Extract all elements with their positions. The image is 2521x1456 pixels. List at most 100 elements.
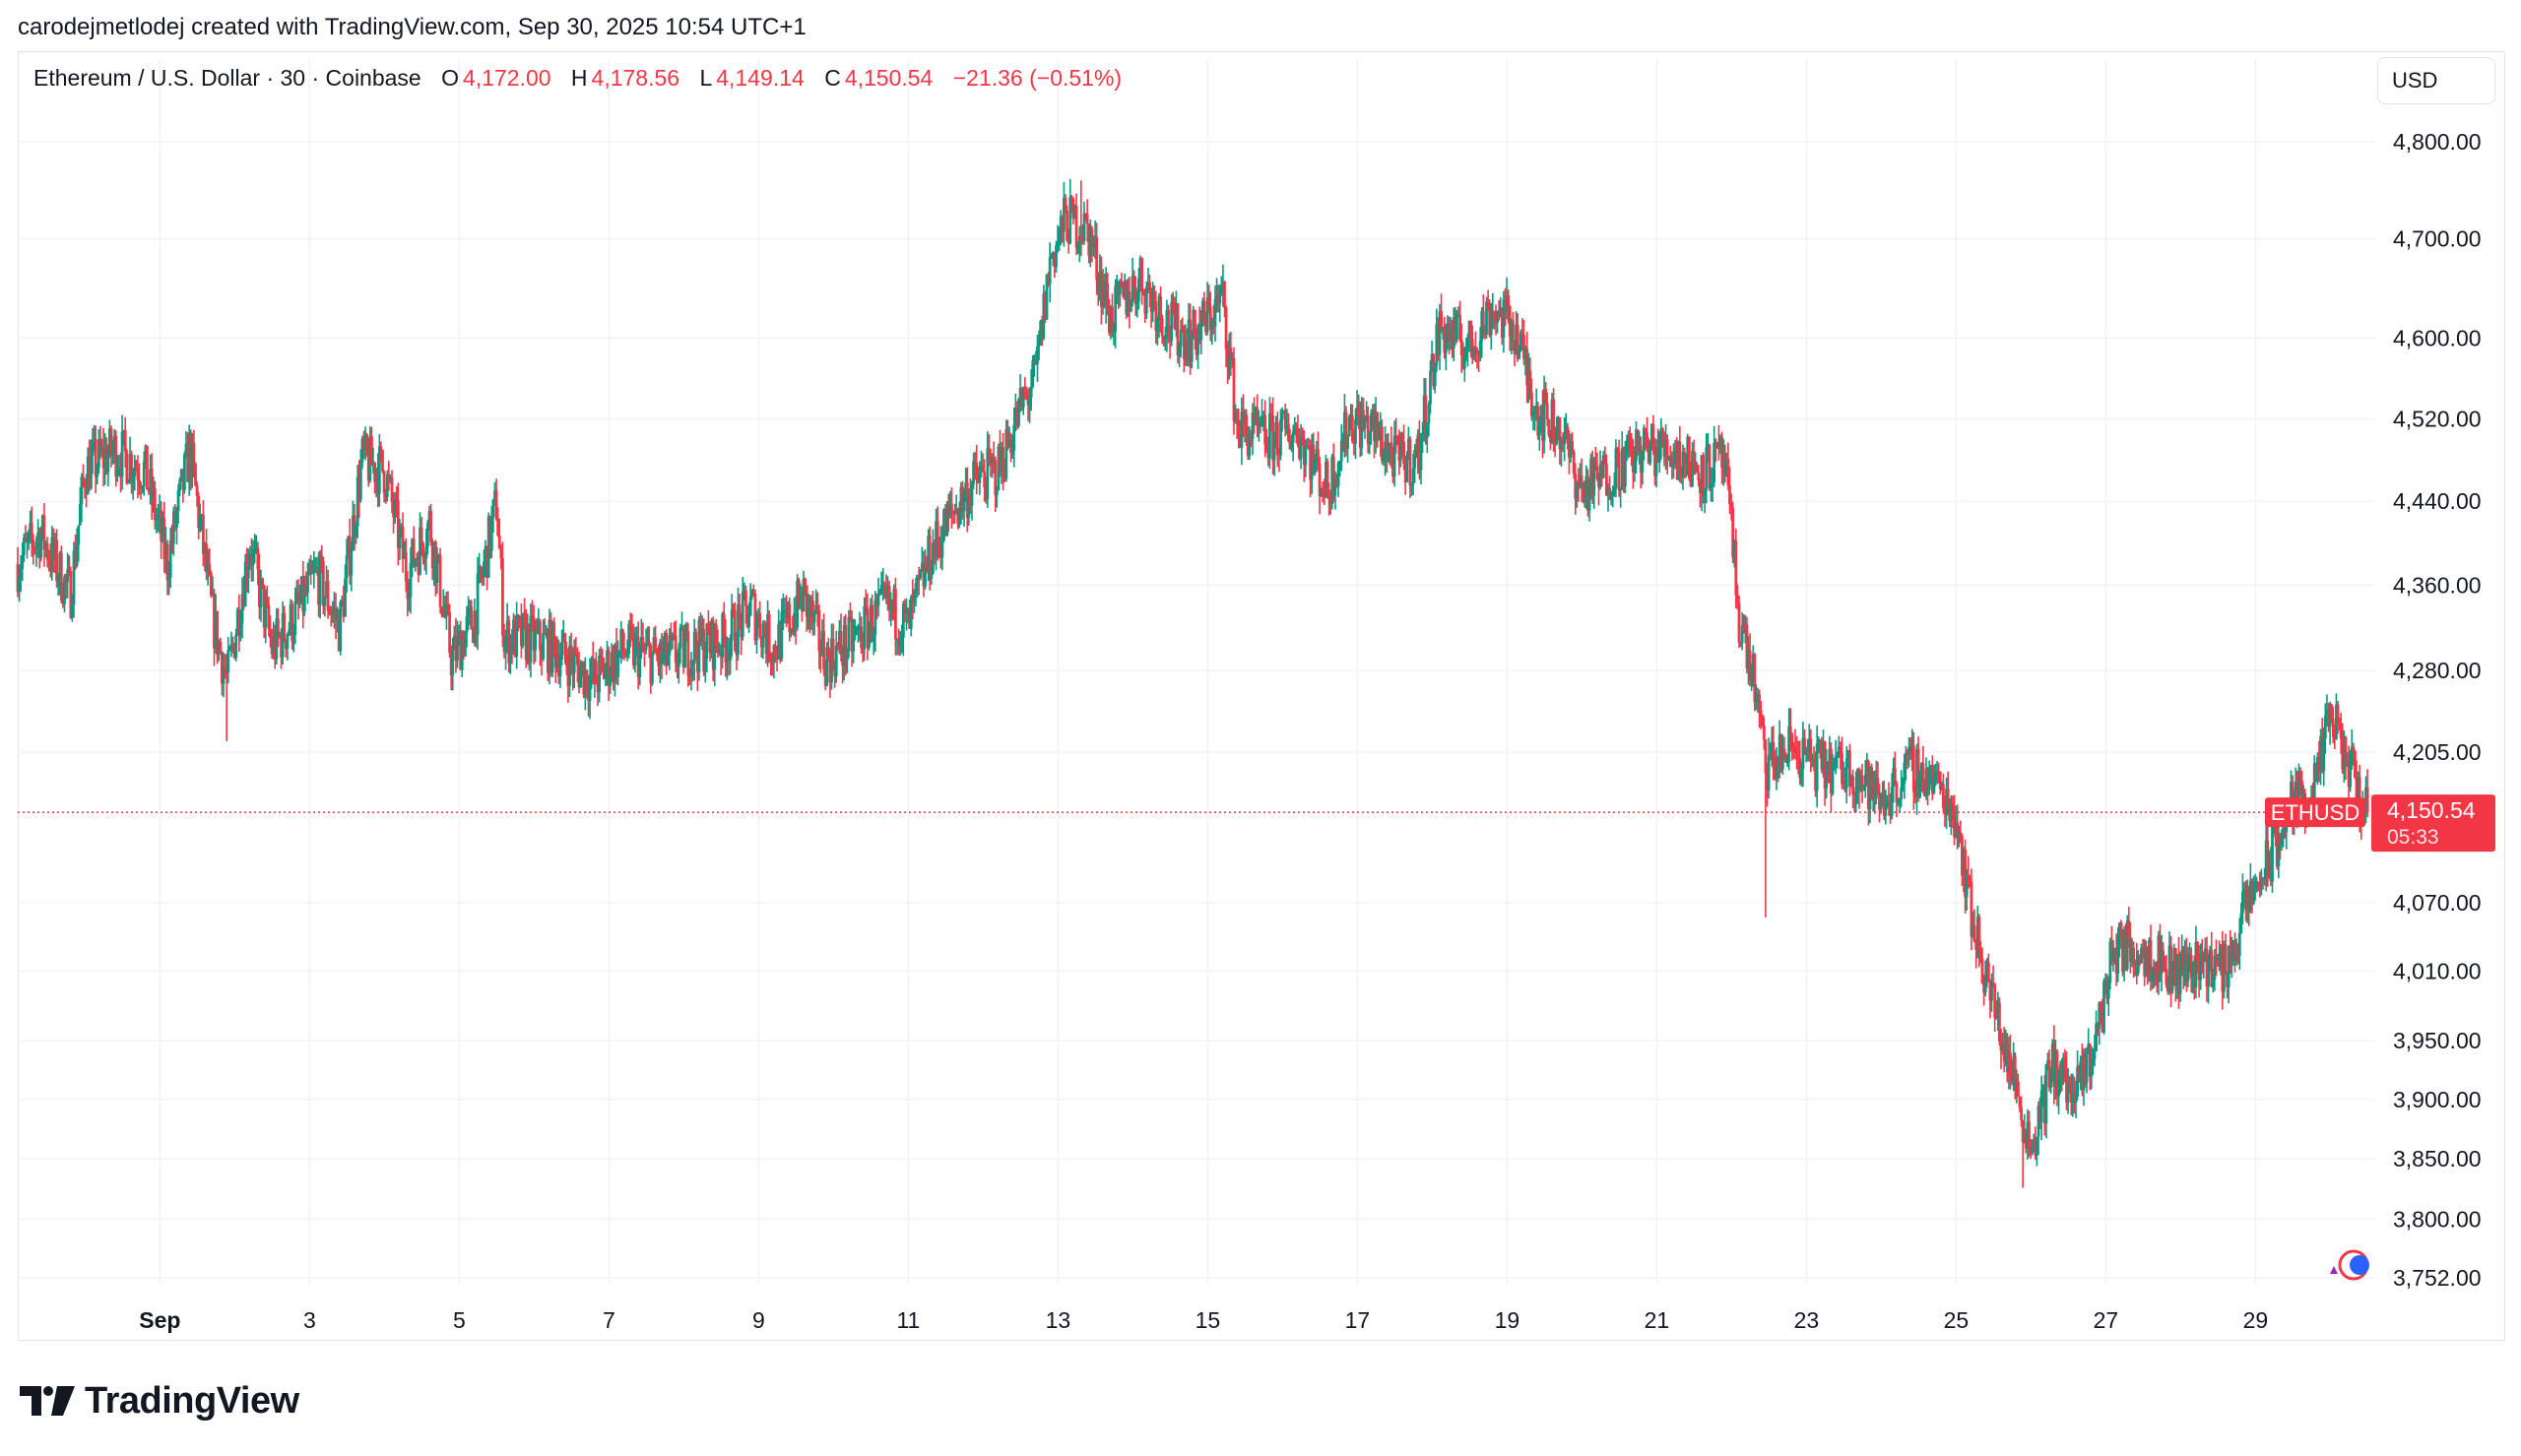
candle-body (1162, 336, 1166, 341)
candle-body (393, 499, 397, 518)
candle-body (1635, 429, 1638, 461)
candle-body (304, 586, 308, 594)
candle-body (2157, 935, 2161, 982)
candle-body (1887, 799, 1891, 802)
chart-pane[interactable] (18, 51, 2505, 1341)
candle-body (2207, 958, 2210, 987)
candle-body (334, 607, 338, 621)
candle-body (2082, 1052, 2086, 1091)
candle-body (2175, 954, 2179, 987)
symbol-name[interactable]: Ethereum / U.S. Dollar · 30 · Coinbase (33, 65, 421, 91)
candle-body (1870, 767, 1873, 800)
candle-body (2039, 1090, 2043, 1123)
candle-body (2121, 937, 2124, 972)
candle-body (1059, 216, 1063, 229)
candle-body (617, 650, 621, 652)
candle-body (1611, 493, 1615, 495)
candle-body (1419, 434, 1423, 471)
candle-body (2317, 757, 2321, 772)
candle-body (604, 668, 608, 679)
candle-body (1927, 769, 1931, 791)
candle-body (261, 578, 264, 586)
candle-body (674, 635, 678, 664)
candle-body (1892, 767, 1896, 788)
candle-body (523, 613, 526, 619)
candle-body (1823, 740, 1827, 789)
candle-body (574, 653, 578, 655)
candle-body (1190, 337, 1194, 362)
candle-body (796, 580, 800, 628)
candle-body (1780, 748, 1784, 770)
candle-body (1839, 746, 1842, 754)
candle-body (1313, 461, 1317, 470)
candle-body (488, 516, 492, 551)
candle-body (1382, 459, 1386, 462)
candle-body (1692, 451, 1696, 472)
candle-body (983, 472, 987, 488)
candle-body (644, 645, 648, 651)
candle-body (1055, 245, 1058, 268)
candle-body (337, 613, 341, 652)
candle-body (658, 642, 662, 666)
candle-body (1706, 445, 1710, 448)
candle-body (2269, 855, 2273, 882)
candle-body (1474, 347, 1477, 350)
candle-body (550, 622, 554, 673)
candle-body (895, 638, 899, 641)
candle-body (1373, 410, 1376, 441)
candle-body (1429, 370, 1432, 405)
candle-body (2245, 886, 2249, 911)
candle-body (1151, 293, 1155, 312)
candle-body (540, 650, 544, 660)
currency-button[interactable]: USD (2377, 57, 2495, 104)
candle-body (572, 653, 576, 673)
candle-body (1569, 441, 1573, 458)
candle-body (964, 482, 968, 494)
candle-body (1385, 441, 1389, 461)
candle-body (1979, 950, 1982, 959)
candle-body (61, 601, 65, 604)
candle-body (1848, 750, 1851, 787)
y-tick-label: 4,520.00 (2393, 407, 2482, 432)
candle-body (852, 634, 856, 652)
candle-body (937, 543, 941, 545)
candle-body (149, 469, 152, 491)
candle-body (350, 550, 354, 576)
candle-body (1598, 464, 1602, 487)
candle-body (1186, 339, 1189, 362)
candle-body (1918, 775, 1922, 798)
candle-body (1868, 767, 1872, 809)
candle-body (1502, 299, 1506, 339)
candle-body (67, 569, 71, 572)
candle-body (2047, 1060, 2051, 1088)
candle-body (766, 613, 769, 655)
candle-body (415, 558, 419, 560)
candle-body (775, 657, 779, 660)
candle-body (162, 518, 166, 560)
candle-body (2221, 947, 2225, 992)
candle-body (1260, 415, 1263, 427)
candle-body (221, 653, 224, 684)
candle-body (1048, 257, 1052, 285)
candle-body (1915, 748, 1918, 797)
candle-body (36, 532, 39, 542)
candle-body (283, 612, 287, 641)
candle-body (863, 605, 867, 650)
candle-body (1202, 301, 1206, 317)
candle-body (850, 618, 854, 652)
candle-body (582, 662, 586, 695)
candle-body (2279, 834, 2282, 846)
candle-body (80, 476, 84, 505)
candle-body (2277, 834, 2281, 866)
candle-body (395, 499, 399, 502)
candle-body (1932, 779, 1936, 793)
candle-body (975, 462, 979, 478)
candle-body (875, 600, 878, 606)
y-tick-label: 3,950.00 (2393, 1028, 2482, 1053)
candle-body (2020, 1107, 2023, 1120)
tradingview-logo[interactable]: TradingView (20, 1380, 299, 1422)
candle-body (744, 590, 747, 606)
candle-body (1167, 309, 1170, 334)
candle-body (1686, 436, 1690, 463)
